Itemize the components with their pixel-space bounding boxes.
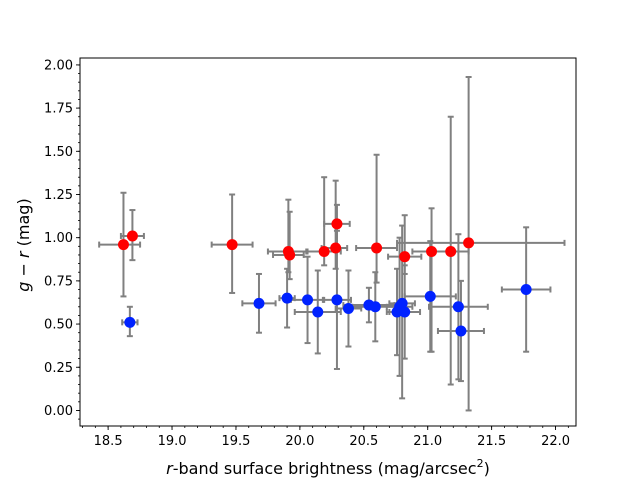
red-data-point xyxy=(426,246,438,258)
blue-data-point xyxy=(396,297,408,309)
y-tick-label: 1.25 xyxy=(44,188,73,203)
red-data-point xyxy=(399,251,411,263)
blue-data-point xyxy=(312,306,324,318)
plot-frame xyxy=(79,57,577,427)
blue-data-point xyxy=(424,290,436,302)
blue-data-point xyxy=(331,294,343,306)
red-data-point xyxy=(331,218,343,230)
x-tick-label: 21.5 xyxy=(477,434,506,449)
red-data-point xyxy=(371,242,383,254)
blue-data-point xyxy=(302,294,314,306)
blue-data-point xyxy=(399,306,411,318)
blue-data-point xyxy=(455,325,467,337)
y-tick-labels: 0.00 0.25 0.50 0.75 1.00 1.25 1.50 1.75 2.00 xyxy=(44,58,73,419)
x-tick-label: 18.5 xyxy=(94,434,123,449)
blue-data-point xyxy=(253,297,265,309)
x-label-superscript: 2 xyxy=(477,457,484,470)
red-data-point xyxy=(117,239,129,251)
red-data-point xyxy=(126,230,138,242)
x-tick-label: 19.0 xyxy=(158,434,187,449)
y-tick-label: 0.00 xyxy=(44,404,73,419)
x-axis-label: r-band surface brightness (mag/arcsec2) xyxy=(166,457,490,478)
red-data-point xyxy=(330,242,342,254)
blue-data-point xyxy=(369,301,381,313)
x-tick-label: 22.0 xyxy=(541,434,570,449)
y-tick-label: 0.50 xyxy=(44,318,73,333)
data-markers xyxy=(117,218,532,337)
red-data-point xyxy=(445,246,457,258)
red-data-point xyxy=(226,239,238,251)
y-label-variable-r: r xyxy=(14,250,33,258)
x-label-close: ) xyxy=(484,459,490,478)
x-tick-labels: 18.5 19.0 19.5 20.0 20.5 21.0 21.5 22.0 xyxy=(94,434,570,449)
blue-data-point xyxy=(342,303,354,315)
x-tick-label: 21.0 xyxy=(413,434,442,449)
x-tick-label: 19.5 xyxy=(221,434,250,449)
y-axis-label: g − r (mag) xyxy=(14,198,33,291)
blue-data-point xyxy=(281,292,293,304)
y-tick-label: 0.25 xyxy=(44,361,73,376)
y-tick-label: 0.75 xyxy=(44,274,73,289)
red-data-point xyxy=(284,249,296,261)
blue-data-point xyxy=(452,301,464,313)
red-data-point xyxy=(318,246,330,258)
y-label-variable-g: g xyxy=(14,282,33,292)
y-label-minus: − xyxy=(14,258,33,282)
red-data-point xyxy=(463,237,475,249)
y-label-unit: (mag) xyxy=(14,198,33,251)
y-tick-label: 1.00 xyxy=(44,231,73,246)
x-tick-label: 20.0 xyxy=(285,434,314,449)
x-label-variable: r xyxy=(166,459,174,478)
y-tick-label: 2.00 xyxy=(44,58,73,73)
x-label-text: -band surface brightness (mag/arcsec xyxy=(173,459,477,478)
major-ticks xyxy=(76,64,556,430)
blue-data-point xyxy=(520,284,532,296)
blue-data-point xyxy=(124,316,136,328)
y-tick-label: 1.75 xyxy=(44,102,73,117)
y-tick-label: 1.50 xyxy=(44,145,73,160)
x-tick-label: 20.5 xyxy=(349,434,378,449)
